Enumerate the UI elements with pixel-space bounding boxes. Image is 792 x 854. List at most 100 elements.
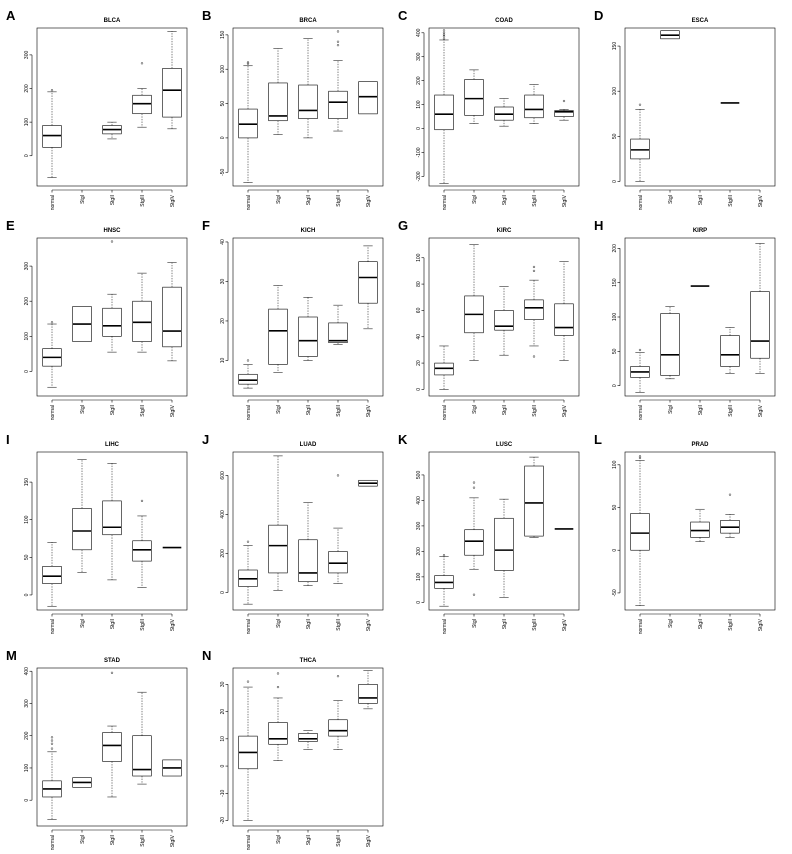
box-body: [72, 508, 92, 551]
x-tick-label: StgI: [276, 835, 282, 844]
box-stgii: [494, 98, 514, 127]
box-body: [328, 719, 348, 737]
box-stgiv: [162, 262, 182, 362]
box-normal: [42, 321, 62, 388]
box-body: [328, 90, 348, 119]
y-tick-label: -100: [416, 147, 422, 157]
y-tick-label: 150: [220, 30, 226, 39]
x-tick-label: normal: [638, 619, 644, 634]
box-stgiii: [132, 499, 152, 588]
x-tick-label: StgIV: [170, 194, 176, 207]
x-tick-label: StgI: [472, 195, 478, 204]
y-tick-label: 30: [220, 278, 226, 284]
outlier-point: [110, 240, 114, 243]
x-tick-label: StgII: [110, 195, 116, 205]
x-tick-label: StgII: [698, 195, 704, 205]
plot-frame: [232, 451, 384, 611]
y-tick-label: 10: [220, 357, 226, 363]
box-body: [630, 138, 650, 160]
plot-frame: [624, 237, 776, 397]
x-tick-label: StgIV: [366, 404, 372, 417]
panel-letter: M: [6, 648, 17, 663]
plot-frame: [232, 667, 384, 827]
plot-frame: [36, 237, 188, 397]
box-body: [298, 84, 318, 119]
x-tick-label: StgI: [668, 405, 674, 414]
x-tick-label: StgII: [502, 619, 508, 629]
chart-panel-thca: N THCA -20 -10 0 10 20 30 normal StgI StgII StgIII S…: [202, 648, 384, 850]
outlier-point: [472, 481, 476, 484]
outlier-point: [336, 30, 340, 33]
x-tick-label: StgII: [110, 835, 116, 845]
box-body: [268, 308, 288, 365]
box-stgiii: [524, 265, 544, 358]
y-tick-label: 600: [220, 471, 226, 480]
plot-frame: [428, 27, 580, 187]
panel-title: STAD: [104, 658, 121, 664]
box-body: [524, 94, 544, 119]
x-tick-label: StgIV: [562, 404, 568, 417]
chart-panel-kirc: G KIRC 0 20 40 60 80 100 normal StgI StgII StgIII St…: [398, 218, 580, 420]
x-tick-label: StgIV: [170, 834, 176, 847]
box-stgiii: [524, 84, 544, 125]
box-body: [132, 735, 152, 777]
box-body: [464, 79, 484, 116]
outlier-point: [442, 31, 446, 34]
panel-title: PRAD: [691, 442, 709, 448]
outlier-point: [336, 675, 340, 678]
y-tick-label: 0: [24, 799, 30, 802]
x-tick-label: StgIII: [728, 405, 734, 417]
box-body: [358, 81, 378, 115]
plot-frame: [232, 237, 384, 397]
outlier-point: [50, 747, 54, 750]
box-stgiv: [358, 670, 378, 710]
x-tick-label: normal: [246, 405, 252, 420]
box-body: [132, 94, 152, 115]
panel-letter: H: [594, 218, 603, 233]
outlier-point: [50, 742, 54, 745]
x-tick-label: StgIII: [140, 619, 146, 631]
box-stgiii: [720, 493, 740, 538]
y-tick-label: 150: [612, 42, 618, 51]
y-tick-label: 80: [416, 281, 422, 287]
y-tick-label: -10: [220, 789, 226, 796]
x-tick-label: StgI: [472, 405, 478, 414]
box-body: [464, 529, 484, 556]
box-body: [720, 335, 740, 367]
outlier-point: [638, 103, 642, 106]
y-tick-label: 0: [416, 601, 422, 604]
panel-letter: I: [6, 432, 10, 447]
outlier-point: [246, 680, 250, 683]
x-tick-label: StgI: [276, 195, 282, 204]
box-body: [690, 521, 710, 538]
y-tick-label: 40: [220, 239, 226, 245]
box-normal: [630, 455, 650, 606]
box-body: [132, 540, 152, 562]
box-body: [328, 322, 348, 343]
y-tick-label: 0: [416, 388, 422, 391]
y-tick-label: 20: [220, 318, 226, 324]
panel-letter: F: [202, 218, 210, 233]
box-stgi: [72, 459, 92, 573]
y-tick-label: 150: [24, 478, 30, 487]
y-tick-label: 20: [220, 709, 226, 715]
box-body: [298, 539, 318, 583]
box-stgi: [660, 306, 680, 380]
box-body: [42, 125, 62, 148]
box-stgiii: [328, 474, 348, 584]
outlier-point: [276, 672, 280, 675]
x-tick-label: StgII: [306, 195, 312, 205]
x-tick-label: StgIII: [532, 195, 538, 207]
box-stgiii: [132, 272, 152, 353]
y-tick-label: 400: [24, 667, 30, 676]
box-normal: [238, 61, 258, 183]
x-tick-label: normal: [246, 619, 252, 634]
x-tick-label: normal: [442, 195, 448, 210]
box-body: [102, 307, 122, 337]
y-tick-label: 200: [416, 547, 422, 556]
y-tick-label: 200: [24, 731, 30, 740]
panel-title: KICH: [301, 228, 316, 234]
box-stgiv: [554, 261, 574, 361]
y-tick-label: 50: [612, 505, 618, 511]
panel-letter: L: [594, 432, 602, 447]
